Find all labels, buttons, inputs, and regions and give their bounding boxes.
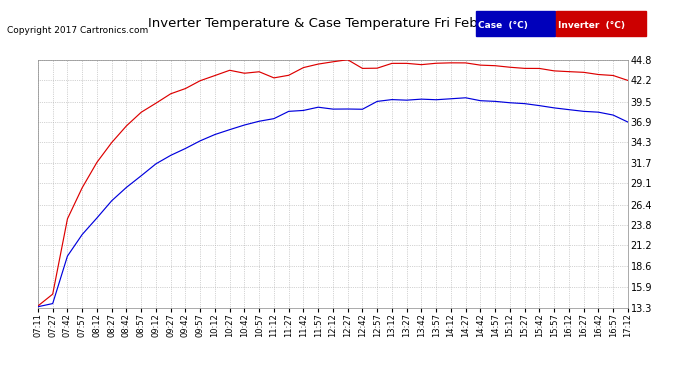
Text: Case  (°C): Case (°C) [478,21,528,30]
Text: Inverter  (°C): Inverter (°C) [558,21,625,30]
Text: Inverter Temperature & Case Temperature Fri Feb 24 17:22: Inverter Temperature & Case Temperature … [148,17,542,30]
Text: Copyright 2017 Cartronics.com: Copyright 2017 Cartronics.com [7,26,148,35]
